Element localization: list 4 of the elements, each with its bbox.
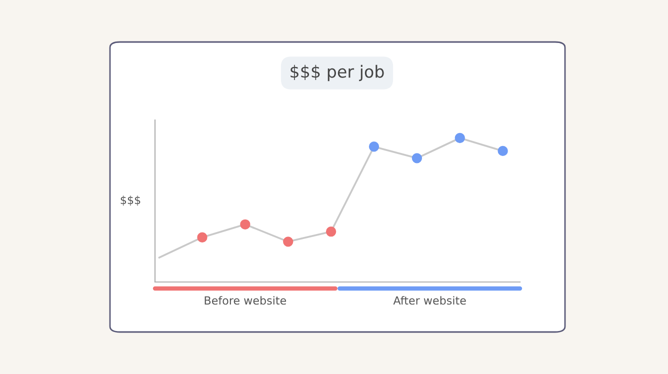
text: Before website — [204, 296, 286, 305]
y-axis-title: $$$ — [120, 196, 140, 206]
chart-title: $$$ per job — [290, 64, 384, 82]
text: After website — [393, 296, 466, 305]
